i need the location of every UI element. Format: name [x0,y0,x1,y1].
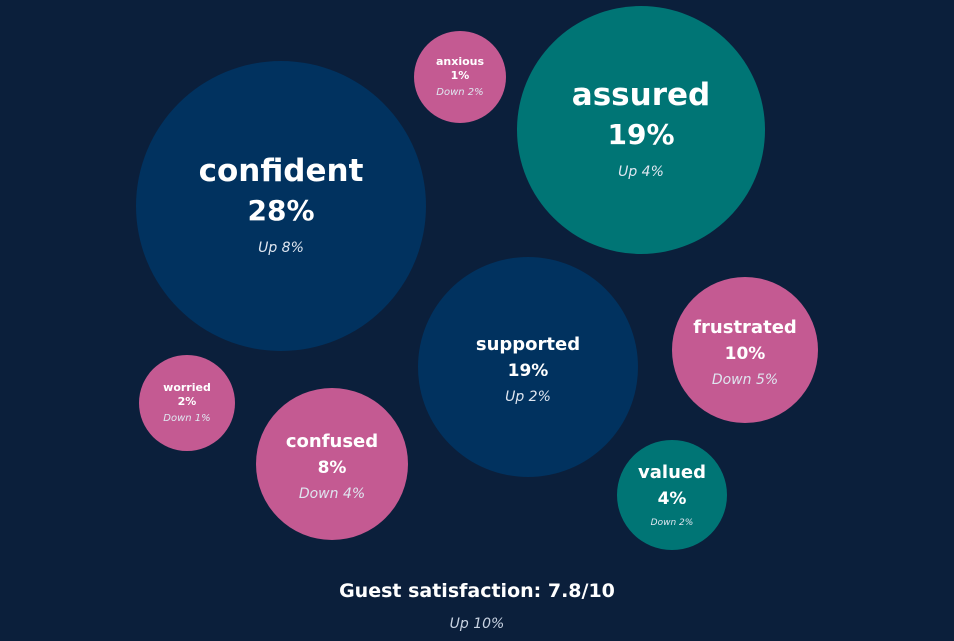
bubble-assured: assured 19% Up 4% [517,6,765,254]
bubble-change: Down 2% [651,518,694,528]
bubble-label: confident [199,153,364,189]
bubble-value: 19% [607,118,674,151]
bubble-valued: valued 4% Down 2% [617,440,727,550]
bubble-change: Down 4% [299,486,365,502]
bubble-change: Down 5% [712,372,778,388]
bubble-label: supported [476,334,580,355]
bubble-circle [418,257,638,477]
bubble-circle [517,6,765,254]
bubble-change: Down 2% [436,87,483,98]
bubble-circle [256,388,408,540]
bubble-change: Up 8% [258,240,304,256]
bubble-confident: confident 28% Up 8% [136,61,426,351]
satisfaction-title: Guest satisfaction: 7.8/10 [339,580,615,602]
bubble-label: valued [638,462,706,483]
bubble-label: anxious [436,55,485,68]
bubble-circle [617,440,727,550]
bubble-circle [414,31,506,123]
bubble-change: Up 4% [618,164,664,180]
bubble-value: 4% [658,489,687,509]
bubble-frustrated: frustrated 10% Down 5% [672,277,818,423]
bubble-label: assured [572,77,710,113]
bubble-value: 8% [318,458,347,478]
bubble-value: 28% [247,194,314,227]
bubble-value: 1% [451,69,470,82]
bubble-circle [136,61,426,351]
bubble-value: 10% [725,344,766,364]
bubble-change: Down 1% [163,413,210,424]
bubble-supported: supported 19% Up 2% [418,257,638,477]
bubble-value: 19% [508,361,549,381]
bubble-circle [139,355,235,451]
bubble-label: frustrated [693,317,797,338]
bubble-confused: confused 8% Down 4% [256,388,408,540]
bubble-value: 2% [178,395,197,408]
bubble-label: worried [163,381,211,394]
bubble-label: confused [286,431,378,452]
satisfaction-change: Up 10% [449,616,505,632]
bubble-circle [672,277,818,423]
bubble-change: Up 2% [505,389,551,405]
